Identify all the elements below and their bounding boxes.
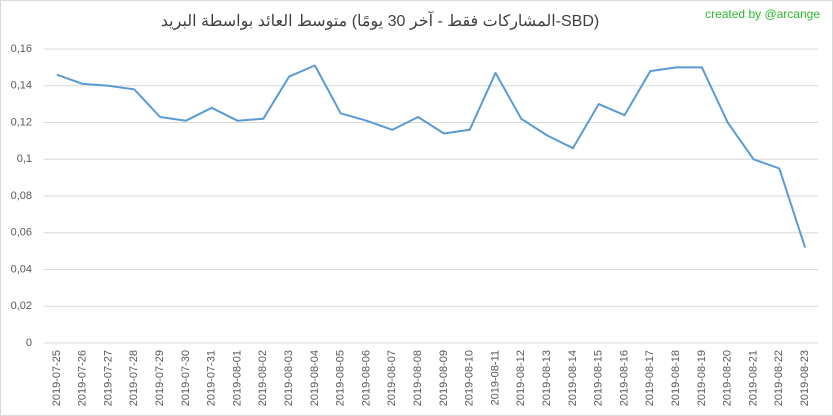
annotation: created by @arcange xyxy=(705,7,820,21)
x-tick-label: 2019-07-28 xyxy=(128,350,140,406)
x-tick-label: 2019-08-16 xyxy=(618,350,630,406)
x-tick-label: 2019-07-25 xyxy=(51,350,63,406)
x-tick-label: 2019-08-04 xyxy=(309,350,321,406)
y-tick-label: 0,14 xyxy=(11,80,32,92)
x-tick-label: 2019-08-18 xyxy=(670,350,682,406)
x-tick-label: 2019-08-14 xyxy=(567,350,579,406)
x-tick-label: 2019-07-31 xyxy=(206,350,218,406)
y-tick-label: 0,16 xyxy=(11,43,32,55)
x-tick-label: 2019-08-07 xyxy=(386,350,398,406)
x-tick-label: 2019-08-11 xyxy=(489,350,501,405)
x-tick-label: 2019-08-02 xyxy=(257,350,269,406)
x-tick-label: 2019-08-19 xyxy=(696,350,708,406)
y-tick-label: 0,1 xyxy=(17,153,32,165)
x-tick-label: 2019-08-23 xyxy=(799,350,811,406)
y-tick-label: 0,12 xyxy=(11,116,32,128)
y-tick-label: 0,04 xyxy=(11,263,32,275)
chart-title: متوسط العائد بواسطة البريد (المشاركات فق… xyxy=(161,10,599,30)
x-tick-label: 2019-08-09 xyxy=(438,350,450,406)
x-tick-label: 2019-07-26 xyxy=(77,350,89,406)
x-tick-label: 2019-07-29 xyxy=(154,350,166,406)
x-tick-label: 2019-08-15 xyxy=(593,350,605,406)
x-tick-label: 2019-08-01 xyxy=(231,350,243,406)
x-tick-label: 2019-08-13 xyxy=(541,350,553,406)
x-tick-label: 2019-08-03 xyxy=(283,350,295,406)
x-tick-label: 2019-08-17 xyxy=(644,350,656,406)
x-tick-label: 2019-08-08 xyxy=(412,350,424,406)
x-tick-label: 2019-08-06 xyxy=(360,350,372,406)
y-tick-label: 0,08 xyxy=(11,190,32,202)
x-tick-label: 2019-07-27 xyxy=(102,350,114,406)
x-tick-label: 2019-08-21 xyxy=(747,350,759,406)
x-tick-label: 2019-08-22 xyxy=(773,350,785,406)
x-tick-label: 2019-08-20 xyxy=(722,350,734,406)
x-tick-label: 2019-08-12 xyxy=(515,350,527,406)
y-tick-label: 0,02 xyxy=(11,300,32,312)
x-tick-label: 2019-08-05 xyxy=(335,350,347,406)
x-tick-label: 2019-07-30 xyxy=(180,350,192,406)
data-line xyxy=(56,64,807,248)
x-tick-label: 2019-08-10 xyxy=(464,350,476,406)
y-tick-label: 0,06 xyxy=(11,227,32,239)
y-tick-label: 0 xyxy=(26,337,32,349)
